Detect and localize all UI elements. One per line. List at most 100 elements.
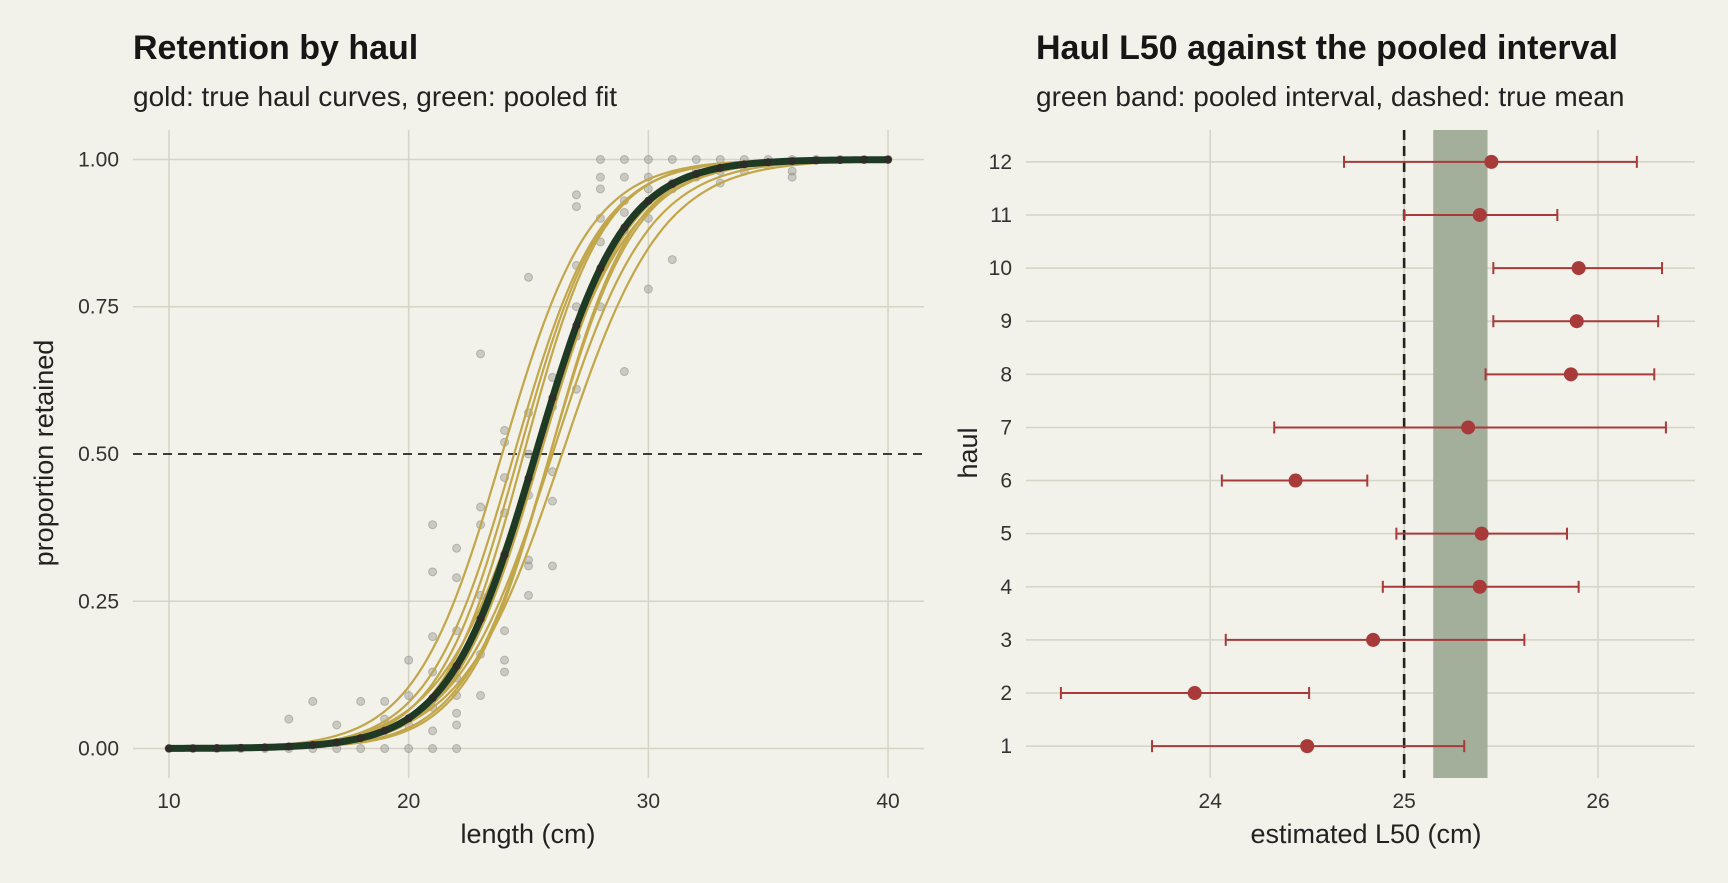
observation-point xyxy=(476,691,486,701)
observation-point xyxy=(452,573,462,583)
pooled-fit-point xyxy=(164,744,173,753)
estimate-point xyxy=(1563,367,1578,382)
observation-point xyxy=(428,567,438,577)
haul-tick-label: 12 xyxy=(989,151,1012,174)
right-y-axis-label: haul xyxy=(953,427,983,478)
right-x-axis-label: estimated L50 (cm) xyxy=(1250,819,1481,849)
right-chart-title: Haul L50 against the pooled interval xyxy=(1036,29,1618,67)
observation-point xyxy=(619,367,629,377)
left-tick-labels: 10 20 30 40 0.00 0.25 0.50 0.75 1.00 xyxy=(78,148,900,813)
haul-estimate xyxy=(1151,739,1466,754)
estimate-point xyxy=(1484,154,1499,169)
observation-point xyxy=(500,626,510,636)
haul-estimate xyxy=(1224,632,1526,647)
pooled-fit-point xyxy=(332,738,341,747)
observation-point xyxy=(524,590,533,600)
observation-point xyxy=(619,172,629,182)
estimate-point xyxy=(1569,314,1584,329)
haul-estimate xyxy=(1484,367,1656,382)
pooled-fit-point xyxy=(380,726,389,735)
observation-point xyxy=(500,667,510,677)
estimate-point xyxy=(1474,526,1489,541)
estimate-point xyxy=(1472,579,1487,594)
haul-tick-label: 2 xyxy=(1000,682,1012,705)
observation-point xyxy=(547,561,557,571)
haul-estimate xyxy=(1403,207,1559,222)
pooled-fit-point xyxy=(260,743,269,752)
observation-point xyxy=(404,744,414,754)
observation-point xyxy=(500,655,510,665)
pooled-fit-point xyxy=(620,223,629,232)
observation-point xyxy=(452,708,462,718)
pooled-fit-point xyxy=(236,743,245,752)
observation-point xyxy=(452,720,462,730)
estimate-point xyxy=(1300,739,1315,754)
right-x-tick-label: 24 xyxy=(1199,790,1223,813)
observation-point xyxy=(787,166,797,176)
estimate-point xyxy=(1472,207,1487,222)
left-chart-title: Retention by haul xyxy=(133,29,418,67)
observation-point xyxy=(356,744,366,754)
observation-point xyxy=(452,543,462,553)
right-x-tick-label: 25 xyxy=(1392,790,1415,813)
observation-point xyxy=(524,272,533,282)
observation-point xyxy=(380,696,390,706)
observation-point xyxy=(571,190,581,200)
observation-point xyxy=(428,726,438,736)
pooled-fit-point xyxy=(668,180,677,189)
pooled-fit-point xyxy=(188,744,197,753)
pooled-fit-point xyxy=(812,156,821,165)
observation-point xyxy=(524,561,533,571)
left-y-axis-label: proportion retained xyxy=(29,340,59,567)
left-pooled-fit xyxy=(164,155,893,753)
pooled-fit-point xyxy=(548,393,557,402)
pooled-fit-point xyxy=(524,474,533,483)
estimate-point xyxy=(1288,473,1303,488)
observation-point xyxy=(404,691,414,701)
pooled-fit-point xyxy=(644,196,653,205)
pooled-interval-band xyxy=(1433,130,1488,778)
observation-point xyxy=(691,154,701,164)
retention-panel: Retention by haul gold: true haul curves… xyxy=(29,29,924,849)
right-x-tick-label: 26 xyxy=(1586,790,1609,813)
pooled-fit-point xyxy=(452,662,461,671)
left-y-tick-label: 0.75 xyxy=(78,296,119,319)
haul-estimate xyxy=(1059,686,1311,701)
haul-estimate xyxy=(1381,579,1580,594)
haul-tick-label: 9 xyxy=(1000,310,1012,333)
pooled-fit-point xyxy=(764,158,773,167)
pooled-fit-point xyxy=(284,742,293,751)
left-x-tick-label: 20 xyxy=(397,790,420,813)
haul-tick-label: 7 xyxy=(1000,416,1012,439)
pooled-fit-point xyxy=(716,163,725,172)
pooled-fit-point xyxy=(884,155,893,164)
haul-tick-label: 10 xyxy=(989,257,1012,280)
pooled-fit-point xyxy=(572,321,581,330)
haul-estimate xyxy=(1273,420,1667,435)
pooled-interval-rect xyxy=(1433,130,1488,778)
observation-point xyxy=(476,349,486,359)
observation-point xyxy=(356,696,366,706)
left-x-axis-label: length (cm) xyxy=(460,819,595,849)
estimate-point xyxy=(1366,632,1381,647)
estimate-point xyxy=(1187,686,1202,701)
estimate-point xyxy=(1571,261,1586,276)
haul-estimate xyxy=(1395,526,1569,541)
haul-error-bars xyxy=(1059,154,1667,754)
observation-point xyxy=(428,520,438,530)
pooled-fit-point xyxy=(212,744,221,753)
observation-point xyxy=(787,172,797,182)
haul-tick-label: 1 xyxy=(1000,735,1012,758)
observation-point xyxy=(452,744,462,754)
pooled-fit-point xyxy=(596,264,605,273)
observation-point xyxy=(619,207,629,217)
right-grid xyxy=(1026,130,1695,778)
haul-estimate xyxy=(1492,261,1664,276)
observation-point xyxy=(547,496,557,506)
left-x-tick-label: 10 xyxy=(157,790,180,813)
pooled-fit-point xyxy=(788,157,797,166)
pooled-fit-point xyxy=(500,551,509,560)
pooled-fit-point xyxy=(404,714,413,723)
